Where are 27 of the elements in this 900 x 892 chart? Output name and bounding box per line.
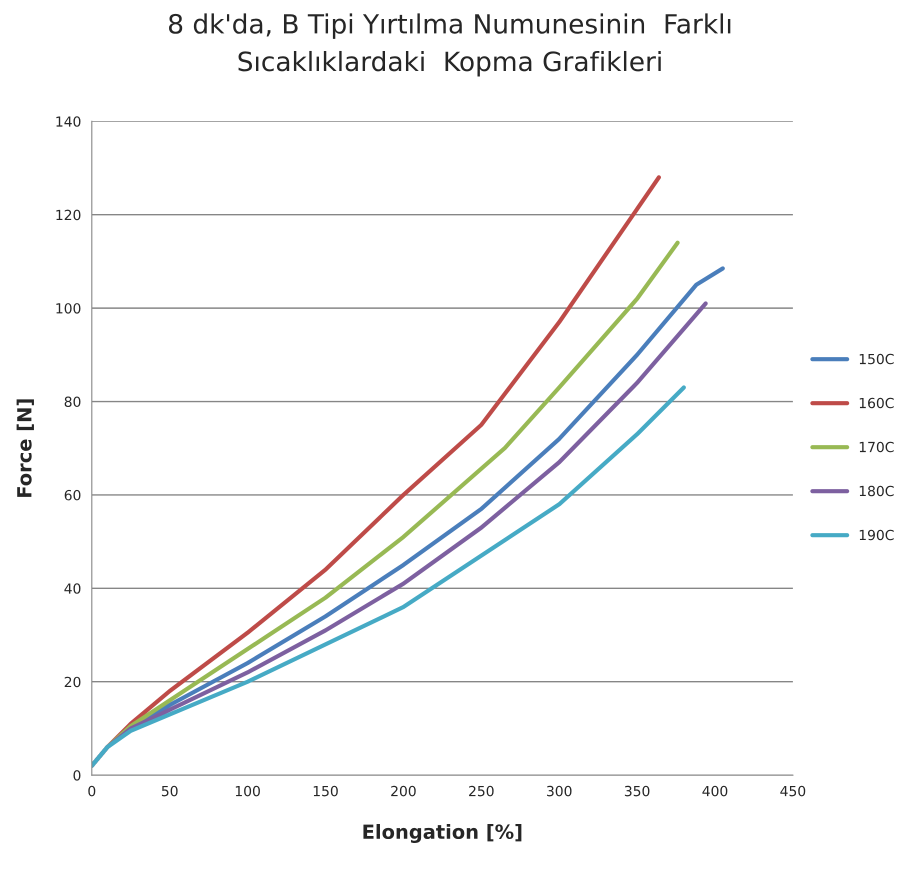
x-tick-label: 300 [547, 786, 572, 796]
x-tick-label: 150 [314, 786, 338, 796]
legend-label: 180C [860, 486, 894, 496]
y-tick-label: 60 [64, 490, 80, 500]
x-tick-label: 200 [391, 786, 416, 796]
x-tick-label: 100 [236, 786, 260, 796]
y-tick-label: 120 [56, 210, 80, 220]
y-tick-label: 40 [64, 583, 80, 594]
y-tick-label: 80 [64, 396, 80, 407]
legend-label: 190C [860, 530, 894, 540]
y-tick-label: 140 [56, 116, 80, 127]
x-tick-label: 250 [469, 786, 494, 796]
y-tick-label: 100 [56, 303, 80, 314]
legend-label: 170C [860, 442, 894, 452]
legend-label: 150C [860, 354, 894, 364]
x-tick-label: 50 [162, 786, 178, 796]
x-tick-label: 350 [624, 786, 650, 796]
x-axis-title: Elongation [%] [363, 824, 522, 843]
y-axis-title: Force [N] [16, 399, 34, 497]
chart-title: 8 dk'da, B Tipi Yırtılma Numunesinin Farklı Sıcaklıklardaki Kopma Grafikleri [169, 13, 730, 76]
line-series [92, 385, 686, 768]
y-tick-label: 0 [73, 770, 80, 781]
x-tick-label: 400 [702, 786, 728, 796]
legend-label: 160C [860, 398, 894, 408]
x-tick-label: 450 [780, 786, 806, 796]
y-tick-label: 20 [64, 676, 80, 688]
x-tick-label: 0 [88, 786, 96, 796]
